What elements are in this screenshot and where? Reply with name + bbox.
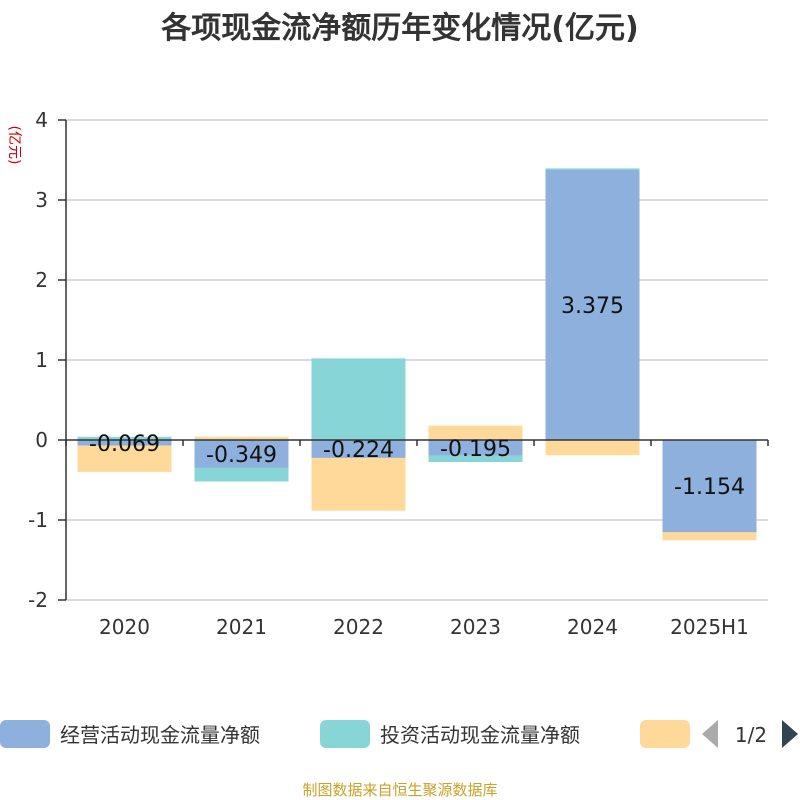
y-tick-label: -2 — [28, 588, 48, 612]
data-label: 3.375 — [561, 294, 624, 319]
y-axis-unit-label: (亿元) — [6, 126, 22, 165]
legend-swatch-1[interactable] — [0, 720, 50, 748]
data-label: -0.224 — [323, 438, 394, 463]
bar-series-2-2022 — [311, 358, 406, 440]
bar-series-3-2024 — [545, 440, 640, 456]
chart-title: 各项现金流净额历年变化情况(亿元) — [160, 11, 638, 46]
x-tick-label: 2024 — [567, 615, 618, 639]
bar-series-2-2024 — [545, 168, 640, 170]
y-tick-label: 3 — [35, 188, 48, 212]
data-label: -1.154 — [674, 475, 745, 500]
data-label: -0.069 — [89, 432, 160, 457]
bar-series-1-2025H1 — [662, 440, 757, 533]
bar-series-1-2021 — [194, 440, 289, 468]
bar-series-3-2023 — [428, 425, 523, 440]
legend-prev-icon[interactable] — [702, 720, 718, 748]
bar-series-3-2021 — [194, 436, 289, 440]
data-label: -0.195 — [440, 437, 511, 462]
bar-series-1-2022 — [311, 440, 406, 458]
bar-series-2-2023 — [428, 455, 523, 462]
legend-label-1[interactable]: 经营活动现金流量净额 — [60, 723, 260, 747]
x-tick-label: 2021 — [216, 615, 267, 639]
bar-series-3-2025H1 — [662, 532, 757, 541]
x-tick-label: 2022 — [333, 615, 384, 639]
legend-label-2[interactable]: 投资活动现金流量净额 — [380, 723, 580, 747]
y-tick-label: 0 — [35, 428, 48, 452]
legend-swatch-3[interactable] — [640, 720, 690, 748]
x-tick-label: 2025H1 — [670, 615, 749, 639]
bar-series-2-2021 — [194, 467, 289, 482]
bar-series-1-2024 — [545, 170, 640, 440]
data-source-note: 制图数据来自恒生聚源数据库 — [302, 781, 497, 799]
y-tick-label: 2 — [35, 268, 48, 292]
bar-series-1-2023 — [428, 440, 523, 456]
legend: 经营活动现金流量净额 投资活动现金流量净额 1/2 — [0, 720, 798, 748]
y-tick-label: 4 — [35, 108, 48, 132]
x-tick-label: 2020 — [99, 615, 150, 639]
x-tick-label: 2023 — [450, 615, 501, 639]
legend-next-icon[interactable] — [782, 720, 798, 748]
data-label: -0.349 — [206, 443, 277, 468]
bar-series-2-2020 — [77, 436, 172, 440]
bar-series-1-2020 — [77, 440, 172, 446]
bar-series-3-2020 — [77, 445, 172, 472]
legend-swatch-2[interactable] — [320, 720, 370, 748]
y-tick-label: 1 — [35, 348, 48, 372]
y-tick-label: -1 — [28, 508, 48, 532]
legend-page-indicator: 1/2 — [735, 723, 767, 747]
bar-series-3-2022 — [311, 457, 406, 511]
